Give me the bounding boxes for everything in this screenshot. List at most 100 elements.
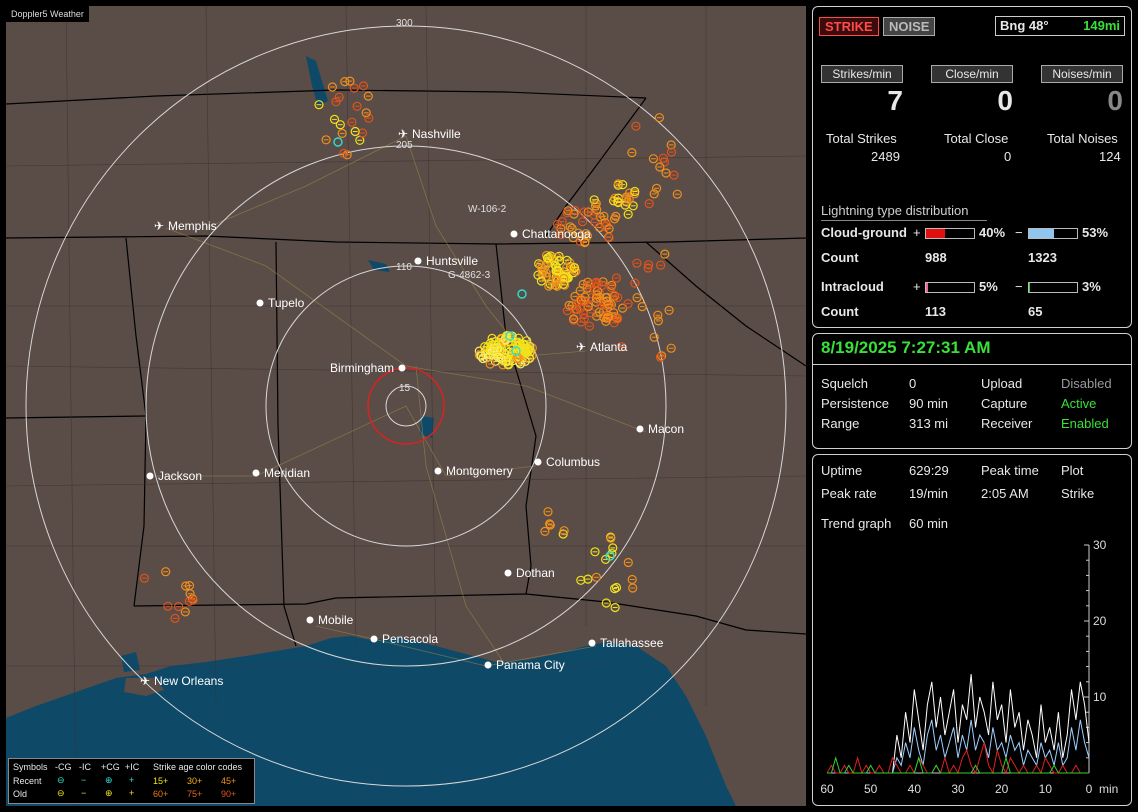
strike-marker [649,189,659,199]
strike-marker [544,281,554,291]
strike-marker [557,217,567,227]
recent-neg-ic-icon: − [81,775,87,785]
strike-marker [604,224,614,234]
strike-marker [508,343,518,353]
strike-marker [659,157,670,167]
city-dot [414,257,422,265]
age-code-30: 30+ [187,776,203,786]
strike-marker [349,83,359,93]
legend-header-age: Strike age color codes [153,762,243,772]
strike-marker [575,303,585,314]
lightning-map[interactable]: 300 205 110 15 W-106-2 G-4862-3 ✈ Nashvil… [6,6,806,806]
ic-positive-count: 113 [925,304,946,319]
city-label-tallahassee: Tallahassee [600,636,664,650]
strike-markers [139,76,682,624]
plot-value[interactable]: Strike [1061,486,1095,501]
strike-marker [672,189,682,199]
strike-marker [327,82,337,92]
recent-strike-marker [517,289,527,299]
strike-marker [608,543,618,553]
ring-label-205: 205 [396,140,413,151]
strike-marker [653,316,664,326]
cg-positive-count: 988 [925,250,947,265]
ic-negative-bar [1028,282,1078,293]
strike-marker [180,607,190,617]
city-dot [588,639,596,647]
strike-marker [335,120,345,130]
receiver-value: Enabled [1061,416,1109,431]
strike-marker [554,256,565,266]
old-neg-cg-icon: ⊖ [57,788,65,798]
peak-time-label: Peak time [981,463,1039,478]
strike-marker [551,276,561,286]
strike-marker [536,276,547,286]
receiver-label: Receiver [981,416,1033,431]
strike-marker [565,222,575,232]
strike-marker [490,356,500,366]
cg-count-label: Count [821,250,859,265]
strike-marker [543,507,553,517]
peak-time-value: 2:05 AM [981,486,1029,501]
strike-marker [660,249,670,259]
recent-strike-marker [333,137,343,147]
strike-marker [664,305,674,315]
strike-marker [623,299,633,309]
strike-marker [593,279,603,289]
strike-marker [523,346,533,356]
strike-marker [331,97,341,107]
trend-series-0 [827,674,1090,774]
strike-marker [545,520,555,530]
capture-label: Capture [981,396,1028,411]
strike-marker [161,567,171,577]
y-tick-label: 30 [1093,538,1107,552]
persistence-label: Persistence [821,396,889,411]
capture-value: Active [1061,396,1097,411]
strike-marker [609,583,620,594]
city-dot [146,472,154,480]
strike-marker [507,333,517,343]
city-dot [256,299,264,307]
strike-marker [363,91,373,101]
strike-marker [599,211,609,221]
state-borders [6,89,806,647]
strike-marker [623,557,633,568]
cg-negative-pct: 53% [1082,225,1109,240]
strike-marker [590,547,600,557]
city-label-pensacola: Pensacola [382,632,438,646]
total-close-value: 0 [1004,149,1012,164]
strike-marker [581,229,591,239]
age-code-75: 75+ [187,789,203,799]
strike-marker [535,260,546,270]
highways [156,135,647,667]
cg-minus-sign: − [1015,225,1023,240]
strike-button[interactable]: STRIKE [819,17,879,36]
airport-icon: ✈ [576,340,586,354]
strike-marker [314,100,324,110]
strike-marker [632,293,642,303]
strike-marker [329,114,340,125]
total-strikes-value: 2489 [871,149,900,164]
distribution-title: Lightning type distribution [821,203,969,218]
strike-marker [139,573,149,583]
distribution-divider [821,220,987,221]
strike-marker [630,186,640,197]
upload-value: Disabled [1061,376,1112,391]
ic-count-label: Count [821,304,859,319]
strike-marker [562,306,573,316]
peak-rate-label: Peak rate [821,486,877,501]
strike-marker [558,279,569,289]
persistence-value: 90 min [909,396,949,411]
bearing-box: Bng 48° 149mi [995,16,1125,36]
strike-marker [580,292,590,302]
legend-header-pos-ic: +IC [125,762,140,772]
noise-button[interactable]: NOISE [883,17,936,36]
strike-marker [476,351,486,361]
strike-marker [562,208,572,218]
strike-marker [649,332,659,342]
strike-marker [632,258,642,268]
cg-plus-sign: + [913,225,921,240]
x-tick-label: 40 [908,782,922,796]
strike-marker [485,359,495,369]
close-per-min-label: Close/min [931,65,1013,83]
city-dot [504,569,512,577]
